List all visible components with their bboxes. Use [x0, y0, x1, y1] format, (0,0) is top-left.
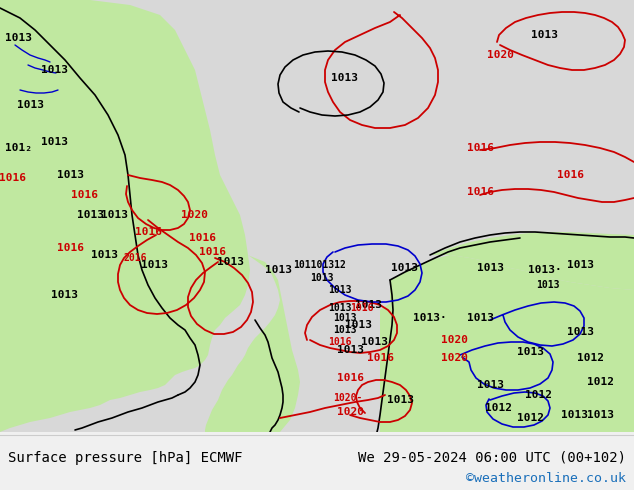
Text: 1013: 1013 — [4, 33, 32, 43]
Text: 1013: 1013 — [517, 347, 543, 357]
Text: 1020: 1020 — [486, 50, 514, 60]
Text: 1013⋅: 1013⋅ — [413, 313, 447, 323]
Text: 1013: 1013 — [328, 285, 352, 295]
Text: 1013: 1013 — [586, 410, 614, 420]
Text: 1020: 1020 — [337, 407, 363, 417]
Text: 1016: 1016 — [366, 353, 394, 363]
Text: 1020: 1020 — [441, 335, 469, 345]
Text: 101101312: 101101312 — [294, 260, 346, 270]
Text: 1013: 1013 — [567, 327, 593, 337]
Text: 1016: 1016 — [198, 247, 226, 257]
Polygon shape — [205, 255, 300, 432]
Text: 1013: 1013 — [354, 300, 382, 310]
Text: 1013: 1013 — [531, 30, 559, 40]
Text: 1013: 1013 — [562, 410, 588, 420]
Text: 1016: 1016 — [557, 170, 583, 180]
Text: 1013: 1013 — [91, 250, 119, 260]
Polygon shape — [430, 232, 634, 290]
Text: 1012: 1012 — [586, 377, 614, 387]
Text: 1013: 1013 — [392, 263, 418, 273]
Text: 1016: 1016 — [350, 303, 374, 313]
Text: 1013: 1013 — [77, 210, 103, 220]
Text: 1013: 1013 — [477, 380, 503, 390]
Text: Surface pressure [hPa] ECMWF: Surface pressure [hPa] ECMWF — [8, 451, 242, 465]
Text: 1012: 1012 — [484, 403, 512, 413]
Text: 1013: 1013 — [141, 260, 169, 270]
Text: 1013: 1013 — [467, 313, 493, 323]
Text: 1013: 1013 — [101, 210, 129, 220]
Polygon shape — [380, 295, 430, 432]
Text: 1016: 1016 — [134, 227, 162, 237]
Text: 1013: 1013 — [41, 65, 68, 75]
Text: 1013: 1013 — [310, 273, 333, 283]
Text: 1013: 1013 — [536, 280, 560, 290]
Polygon shape — [0, 0, 250, 432]
Text: 1016: 1016 — [0, 173, 25, 183]
Text: 1013: 1013 — [328, 303, 352, 313]
Text: 1013: 1013 — [387, 395, 413, 405]
Text: 1013: 1013 — [332, 73, 358, 83]
Text: 1012: 1012 — [576, 353, 604, 363]
Text: 2016: 2016 — [123, 253, 146, 263]
Polygon shape — [390, 255, 634, 432]
Text: 1013: 1013 — [333, 313, 357, 323]
Text: 1013: 1013 — [264, 265, 292, 275]
Text: 1013: 1013 — [56, 170, 84, 180]
Text: 1012: 1012 — [517, 413, 543, 423]
Text: 1013: 1013 — [16, 100, 44, 110]
Text: 1016: 1016 — [72, 190, 98, 200]
Text: 1013⋅: 1013⋅ — [528, 265, 562, 275]
Text: 1016: 1016 — [467, 187, 493, 197]
Text: ©weatheronline.co.uk: ©weatheronline.co.uk — [467, 472, 626, 486]
Text: 1016: 1016 — [467, 143, 493, 153]
Text: 1013: 1013 — [567, 260, 593, 270]
Text: 1016: 1016 — [337, 373, 363, 383]
Text: We 29-05-2024 06:00 UTC (00+102): We 29-05-2024 06:00 UTC (00+102) — [358, 451, 626, 465]
Text: 1020: 1020 — [181, 210, 209, 220]
Text: 1020-: 1020- — [333, 393, 363, 403]
Text: 1013: 1013 — [344, 320, 372, 330]
Text: 1013: 1013 — [477, 263, 503, 273]
Text: 1013: 1013 — [216, 257, 243, 267]
Text: 1013: 1013 — [333, 325, 357, 335]
Text: 1013: 1013 — [361, 337, 389, 347]
Text: 101₂: 101₂ — [4, 143, 32, 153]
Text: 1013: 1013 — [337, 345, 363, 355]
Text: 1016: 1016 — [328, 337, 352, 347]
Text: 1013: 1013 — [51, 290, 79, 300]
Text: 1012: 1012 — [524, 390, 552, 400]
Text: 1016: 1016 — [56, 243, 84, 253]
Text: 1013: 1013 — [41, 137, 68, 147]
Text: 1020: 1020 — [441, 353, 469, 363]
Text: 1016: 1016 — [188, 233, 216, 243]
